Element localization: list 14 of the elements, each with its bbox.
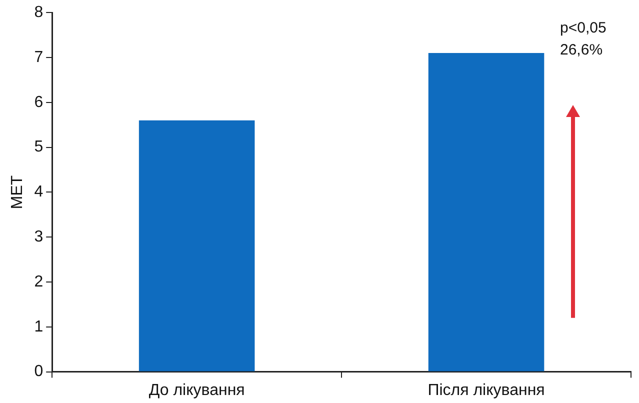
x-tick-label: Після лікування xyxy=(428,382,545,399)
y-tick-label: 0 xyxy=(34,363,44,380)
y-tick-label: 1 xyxy=(34,318,44,336)
y-tick-label: 2 xyxy=(34,273,44,290)
annotation: p<0,05 xyxy=(560,20,606,37)
y-axis-title: МЕТ xyxy=(9,175,26,210)
y-tick-label: 6 xyxy=(34,94,44,111)
x-tick-label: До лікування xyxy=(148,382,245,399)
y-tick-label: 5 xyxy=(34,138,44,156)
y-tick-label: 3 xyxy=(34,228,44,246)
y-tick-label: 7 xyxy=(34,48,44,66)
y-tick-label: 8 xyxy=(34,4,44,22)
annotation: 26,6% xyxy=(560,42,603,59)
y-tick-label: 4 xyxy=(34,184,44,201)
